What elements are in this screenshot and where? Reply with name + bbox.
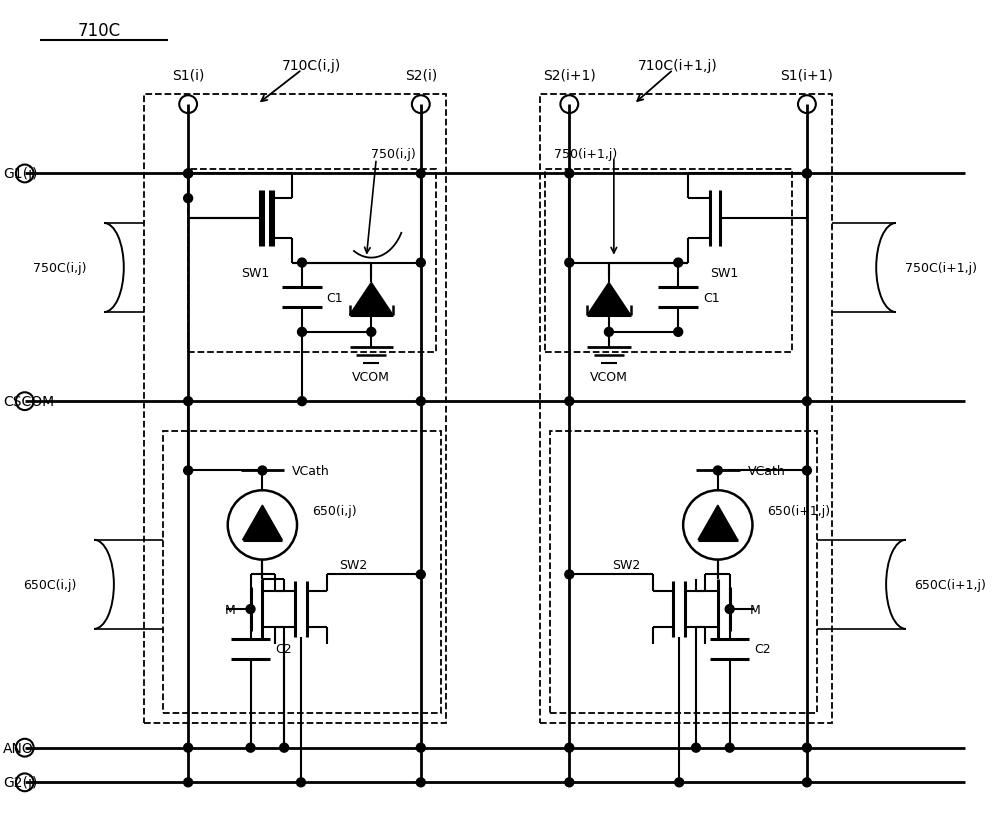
Circle shape — [674, 259, 683, 268]
Circle shape — [802, 170, 811, 179]
Circle shape — [184, 466, 193, 476]
Circle shape — [280, 743, 289, 752]
Text: 750(i,j): 750(i,j) — [371, 148, 416, 161]
Circle shape — [565, 397, 574, 406]
Text: 710C: 710C — [77, 22, 121, 40]
Circle shape — [298, 397, 306, 406]
Text: VCath: VCath — [292, 465, 330, 477]
Text: 650C(i+1,j): 650C(i+1,j) — [915, 579, 986, 591]
Polygon shape — [350, 283, 393, 316]
Circle shape — [246, 743, 255, 752]
Bar — [144, 95, 446, 723]
Circle shape — [367, 328, 376, 337]
Text: 750(i+1,j): 750(i+1,j) — [554, 148, 618, 161]
Text: C1: C1 — [327, 292, 343, 304]
Text: SW2: SW2 — [612, 558, 641, 571]
Circle shape — [802, 466, 811, 476]
Text: C2: C2 — [275, 642, 292, 655]
Circle shape — [416, 259, 425, 268]
Circle shape — [416, 778, 425, 787]
Circle shape — [184, 743, 193, 752]
Bar — [163, 431, 441, 713]
Text: VCath: VCath — [748, 465, 785, 477]
Circle shape — [184, 170, 193, 179]
Circle shape — [565, 743, 574, 752]
Text: 650(i,j): 650(i,j) — [312, 504, 357, 517]
Circle shape — [416, 570, 425, 579]
Text: SW1: SW1 — [711, 267, 739, 279]
Circle shape — [565, 170, 574, 179]
Polygon shape — [698, 506, 738, 540]
Circle shape — [802, 170, 811, 179]
Circle shape — [298, 328, 306, 337]
Circle shape — [246, 605, 255, 614]
Circle shape — [802, 743, 811, 752]
Bar — [540, 95, 832, 723]
Text: 650C(i,j): 650C(i,j) — [23, 579, 76, 591]
Circle shape — [565, 570, 574, 579]
Circle shape — [184, 170, 193, 179]
Circle shape — [565, 778, 574, 787]
Circle shape — [184, 397, 193, 406]
Text: 710C(i,j): 710C(i,j) — [282, 59, 342, 73]
Text: 710C(i+1,j): 710C(i+1,j) — [638, 59, 718, 73]
Circle shape — [674, 328, 683, 337]
Circle shape — [692, 743, 700, 752]
Text: VCOM: VCOM — [590, 370, 628, 384]
Text: S2(i+1): S2(i+1) — [543, 69, 596, 83]
Text: ANO: ANO — [3, 741, 34, 755]
Circle shape — [713, 466, 722, 476]
Circle shape — [416, 170, 425, 179]
Circle shape — [258, 466, 267, 476]
Bar — [545, 170, 792, 352]
Text: 650(i+1,j): 650(i+1,j) — [767, 504, 830, 517]
Text: S1(i): S1(i) — [172, 69, 204, 83]
Circle shape — [604, 328, 613, 337]
Circle shape — [416, 743, 425, 752]
Circle shape — [802, 397, 811, 406]
Text: 750C(i+1,j): 750C(i+1,j) — [905, 262, 977, 275]
Bar — [188, 170, 436, 352]
Circle shape — [565, 259, 574, 268]
Text: SW1: SW1 — [241, 267, 270, 279]
Circle shape — [298, 259, 306, 268]
Circle shape — [802, 778, 811, 787]
Text: M: M — [749, 603, 760, 616]
Circle shape — [184, 195, 193, 203]
Circle shape — [725, 743, 734, 752]
Polygon shape — [587, 283, 631, 316]
Circle shape — [416, 397, 425, 406]
Polygon shape — [243, 506, 282, 540]
Text: G1(j): G1(j) — [3, 167, 37, 181]
Text: CSCOM: CSCOM — [3, 395, 54, 409]
Text: G2(j): G2(j) — [3, 776, 37, 789]
Circle shape — [675, 778, 684, 787]
Text: 750C(i,j): 750C(i,j) — [33, 262, 86, 275]
Text: SW2: SW2 — [340, 558, 368, 571]
Text: C2: C2 — [754, 642, 771, 655]
Text: VCOM: VCOM — [352, 370, 390, 384]
Bar — [550, 431, 817, 713]
Text: C1: C1 — [703, 292, 720, 304]
Circle shape — [184, 778, 193, 787]
Text: S1(i+1): S1(i+1) — [780, 69, 833, 83]
Circle shape — [297, 778, 305, 787]
Text: M: M — [225, 603, 236, 616]
Circle shape — [725, 605, 734, 614]
Text: S2(i): S2(i) — [405, 69, 437, 83]
